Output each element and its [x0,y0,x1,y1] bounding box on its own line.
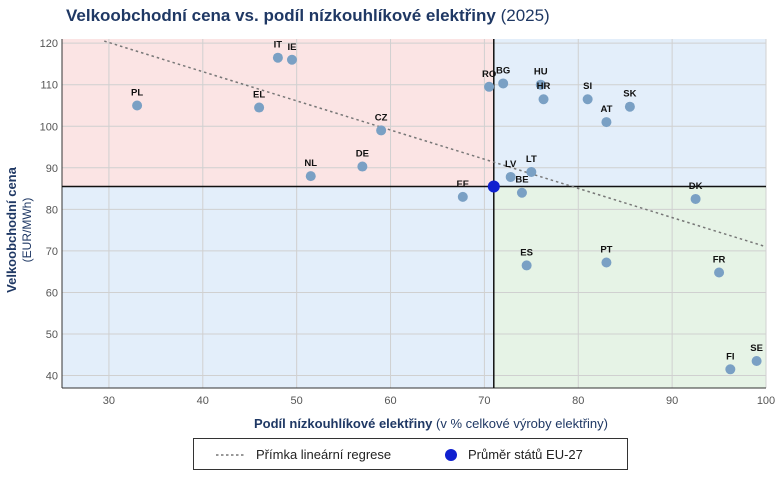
y-tick-label: 110 [40,80,58,92]
point-label-fr: FR [713,254,726,265]
average-lines [62,39,766,388]
y-axis-ticks: 40 50 60 70 80 90 100 110 120 [40,38,58,382]
legend-item-average: Průměr států EU-27 [444,447,583,462]
data-point-hu [535,79,546,90]
x-tick-label: 70 [478,395,490,407]
point-label-fi: FI [726,351,734,362]
point-label-at: AT [600,104,612,115]
x-tick-label: 60 [384,395,396,407]
point-label-cz: CZ [375,112,388,123]
y-tick-label: 40 [46,371,58,383]
data-point-de [357,161,368,172]
point-label-ro: RO [482,69,496,80]
legend: Přímka lineární regrese Průměr států EU-… [193,438,628,470]
point-label-lv: LV [505,159,517,170]
data-point-be [516,187,527,198]
data-point-nl [305,171,316,182]
point-label-pl: PL [131,87,143,98]
legend-regression-label: Přímka lineární regrese [256,447,392,462]
quadrant-bottom-right [493,186,766,388]
y-tick-label: 70 [46,246,58,258]
point-label-es: ES [520,247,533,258]
y-tick-label: 90 [46,163,58,175]
average-point-group [487,180,500,193]
data-point-lv [505,171,516,182]
data-point-se [751,355,762,366]
data-point-ro [484,81,495,92]
quadrant-top-right [493,39,766,187]
chart-title-main: Velkoobchodní cena vs. podíl nízkouhlíko… [66,6,496,25]
data-point-sk [624,101,635,112]
point-labels: IT IE PL EL CZ NL DE EE RO BG HU HR SI SK AT LV LT BE DK ES… [131,40,763,363]
data-point-hr [538,94,549,105]
data-point-it [272,52,283,63]
data-point-el [254,102,265,113]
point-label-dk: DK [689,181,703,192]
data-point-pl [132,100,143,111]
data-point-es [521,260,532,271]
point-label-el: EL [253,90,265,101]
quadrant-backgrounds [62,39,766,388]
average-legend-swatch [445,448,457,461]
y-tick-label: 60 [46,287,58,299]
y-axis-label-normal: (EUR/MWh) [20,198,34,263]
data-points [132,52,762,375]
data-point-pt [601,257,612,268]
data-point-fi [725,364,736,375]
y-tick-label: 50 [46,329,58,341]
data-point-fr [714,267,725,278]
data-point-si [582,94,593,105]
point-label-pt: PT [600,245,612,256]
point-label-ee: EE [456,179,469,190]
legend-item-regression: Přímka lineární regrese [216,447,391,462]
point-label-hu: HU [534,67,548,78]
average-point [487,180,500,193]
y-tick-label: 120 [40,38,58,50]
x-tick-label: 30 [103,395,115,407]
y-axis-label-bold: Velkoobchodní cena [4,166,19,292]
data-point-dk [690,193,701,204]
point-label-si: SI [583,81,592,92]
data-point-ee [457,191,468,202]
point-label-nl: NL [304,158,317,169]
legend-average-label: Průměr států EU-27 [468,447,583,462]
point-label-bg: BG [496,65,510,76]
chart-title-suffix: (2025) [500,6,550,25]
point-label-sk: SK [623,89,636,100]
x-tick-label: 100 [757,395,775,407]
x-tick-label: 50 [291,395,303,407]
x-axis-label-bold: Podíl nízkouhlíkové elektřiny [254,416,433,431]
x-axis-label: Podíl nízkouhlíkové elektřiny (v % celko… [254,416,608,431]
chart-title: Velkoobchodní cena vs. podíl nízkouhlíko… [66,6,550,26]
x-tick-label: 40 [197,395,209,407]
regression-legend-swatch [216,453,246,456]
point-label-se: SE [750,343,763,354]
point-label-lt: LT [526,154,537,165]
quadrant-top-left [62,39,494,187]
y-axis-label-unit: (EUR/MWh) [20,198,34,263]
point-label-ie: IE [287,42,296,53]
point-label-it: IT [274,40,283,51]
data-point-lt [526,166,537,177]
x-tick-label: 90 [666,395,678,407]
point-label-be: BE [515,175,528,186]
data-point-at [601,117,612,128]
y-axis-label: Velkoobchodní cena [4,166,19,292]
y-tick-label: 80 [46,204,58,216]
x-axis-ticks: 30 40 50 60 70 80 90 100 [103,395,775,407]
point-label-de: DE [356,149,369,160]
y-tick-label: 100 [40,121,58,133]
data-point-ie [286,54,297,65]
x-axis-label-normal: (v % celkové výroby elektřiny) [436,416,608,431]
point-label-hr: HR [537,81,551,92]
data-point-cz [376,125,387,136]
grid-lines [61,39,767,389]
data-point-bg [498,78,509,89]
quadrant-bottom-left [62,186,494,388]
x-tick-label: 80 [572,395,584,407]
